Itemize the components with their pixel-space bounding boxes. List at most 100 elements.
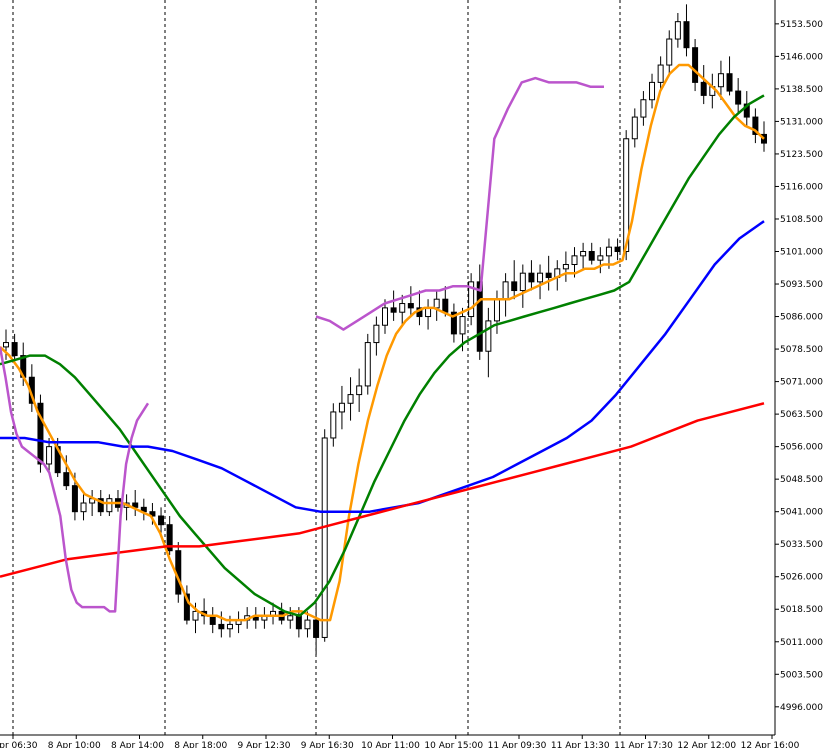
bull-candle [580, 251, 587, 257]
bull-candle [425, 307, 432, 318]
bear-candle [545, 272, 552, 279]
bear-candle [476, 281, 483, 352]
bull-candle [364, 342, 371, 387]
y-tick-label: 5101.000 [780, 248, 823, 258]
y-tick-label: 5086.000 [780, 313, 823, 323]
bear-candle [692, 47, 699, 83]
bear-candle [700, 81, 707, 96]
y-tick-label: 5123.500 [780, 150, 823, 160]
x-tick-label: 10 Apr 11:00 [361, 741, 420, 748]
y-tick-label: 5041.000 [780, 508, 823, 518]
bull-candle [338, 402, 345, 413]
bull-candle [304, 619, 311, 630]
session-separators [12, 0, 621, 735]
bull-candle [674, 21, 681, 40]
x-tick-label: 11 Apr 17:30 [614, 741, 673, 748]
x-tick-label: 8 Apr 06:30 [0, 741, 38, 748]
y-tick-label: 5071.000 [780, 378, 823, 388]
bear-candle [442, 298, 449, 313]
moving-average-red [0, 402, 765, 578]
y-tick-label: 5153.500 [780, 20, 823, 30]
bear-candle [209, 615, 216, 625]
bear-candle [158, 515, 165, 526]
x-axis: 8 Apr 06:30 8 Apr 10:00 8 Apr 14:00 8 Apr 1… [0, 735, 800, 748]
bull-candle [640, 99, 647, 118]
bull-candle [537, 272, 544, 283]
bull-candle [623, 138, 630, 253]
y-tick-label: 5018.500 [780, 605, 823, 615]
x-tick-label: 9 Apr 16:30 [301, 741, 354, 748]
bear-candle [511, 281, 518, 292]
bull-candle [657, 64, 664, 83]
bull-candle [493, 298, 500, 322]
bear-candle [295, 615, 302, 630]
bull-candle [80, 502, 87, 513]
bull-candle [356, 385, 363, 396]
bull-candle [382, 307, 388, 326]
bull-candle [330, 411, 337, 439]
x-tick-label: 12 Apr 12:00 [677, 741, 736, 748]
bull-candle [226, 623, 233, 630]
bear-candle [752, 116, 759, 135]
bull-candle [666, 38, 673, 66]
bull-candle [631, 116, 638, 140]
bear-candle [528, 272, 535, 283]
y-tick-label: 5116.000 [780, 182, 823, 192]
x-tick-label: 12 Apr 16:00 [741, 741, 800, 748]
x-tick-label: 8 Apr 10:00 [48, 741, 101, 748]
bull-candle [562, 264, 569, 270]
y-tick-label: 5138.500 [780, 85, 823, 95]
bear-candle [37, 402, 44, 465]
y-tick-label: 5003.500 [780, 670, 823, 680]
x-tick-label: 10 Apr 15:00 [424, 741, 483, 748]
bear-candle [743, 103, 750, 118]
y-axis: 5153.500 5146.000 5138.500 5131.000 5123.500… [775, 20, 823, 713]
y-tick-label: 5048.500 [780, 475, 823, 485]
bull-candle [519, 272, 526, 292]
y-tick-label: 5026.000 [780, 573, 823, 583]
bear-candle [132, 502, 139, 508]
bear-candle [735, 90, 742, 105]
bear-candle [11, 342, 18, 357]
bear-candle [614, 246, 621, 253]
bull-candle [3, 342, 9, 348]
bull-candle [717, 73, 724, 88]
bull-candle [605, 246, 612, 257]
bull-candle [106, 498, 113, 513]
bear-candle [313, 619, 320, 638]
bear-candle [183, 593, 190, 621]
moving-average-purple-2 [315, 76, 604, 331]
y-tick-label: 5146.000 [780, 52, 823, 62]
bear-candle [166, 524, 173, 552]
x-tick-label: 11 Apr 13:30 [551, 741, 610, 748]
y-tick-label: 5033.500 [780, 540, 823, 550]
bull-candle [649, 81, 656, 101]
bear-candle [588, 251, 595, 261]
bull-candle [321, 437, 328, 638]
y-tick-label: 5078.500 [780, 345, 823, 355]
bear-candle [450, 311, 457, 335]
bull-candle [46, 446, 53, 465]
y-tick-label: 5093.500 [780, 280, 823, 290]
y-tick-label: 4996.000 [780, 703, 823, 713]
bull-candle [459, 316, 466, 335]
bull-candle [597, 255, 604, 261]
bull-candle [502, 281, 509, 300]
bear-candle [63, 472, 70, 487]
bull-candle [347, 394, 354, 404]
moving-average-green [0, 94, 765, 618]
bull-candle [287, 615, 294, 621]
bear-candle [149, 511, 156, 517]
bull-candle [571, 255, 578, 266]
bull-candle [485, 320, 492, 352]
bear-candle [390, 307, 397, 313]
bear-candle [71, 485, 78, 513]
indicator-lines [0, 63, 765, 622]
bear-candle [218, 623, 225, 630]
y-tick-label: 5108.500 [780, 215, 823, 225]
moving-average-blue [0, 220, 765, 513]
y-tick-label: 5011.000 [780, 638, 823, 648]
x-tick-label: 11 Apr 09:30 [488, 741, 547, 748]
bear-candle [407, 303, 414, 309]
